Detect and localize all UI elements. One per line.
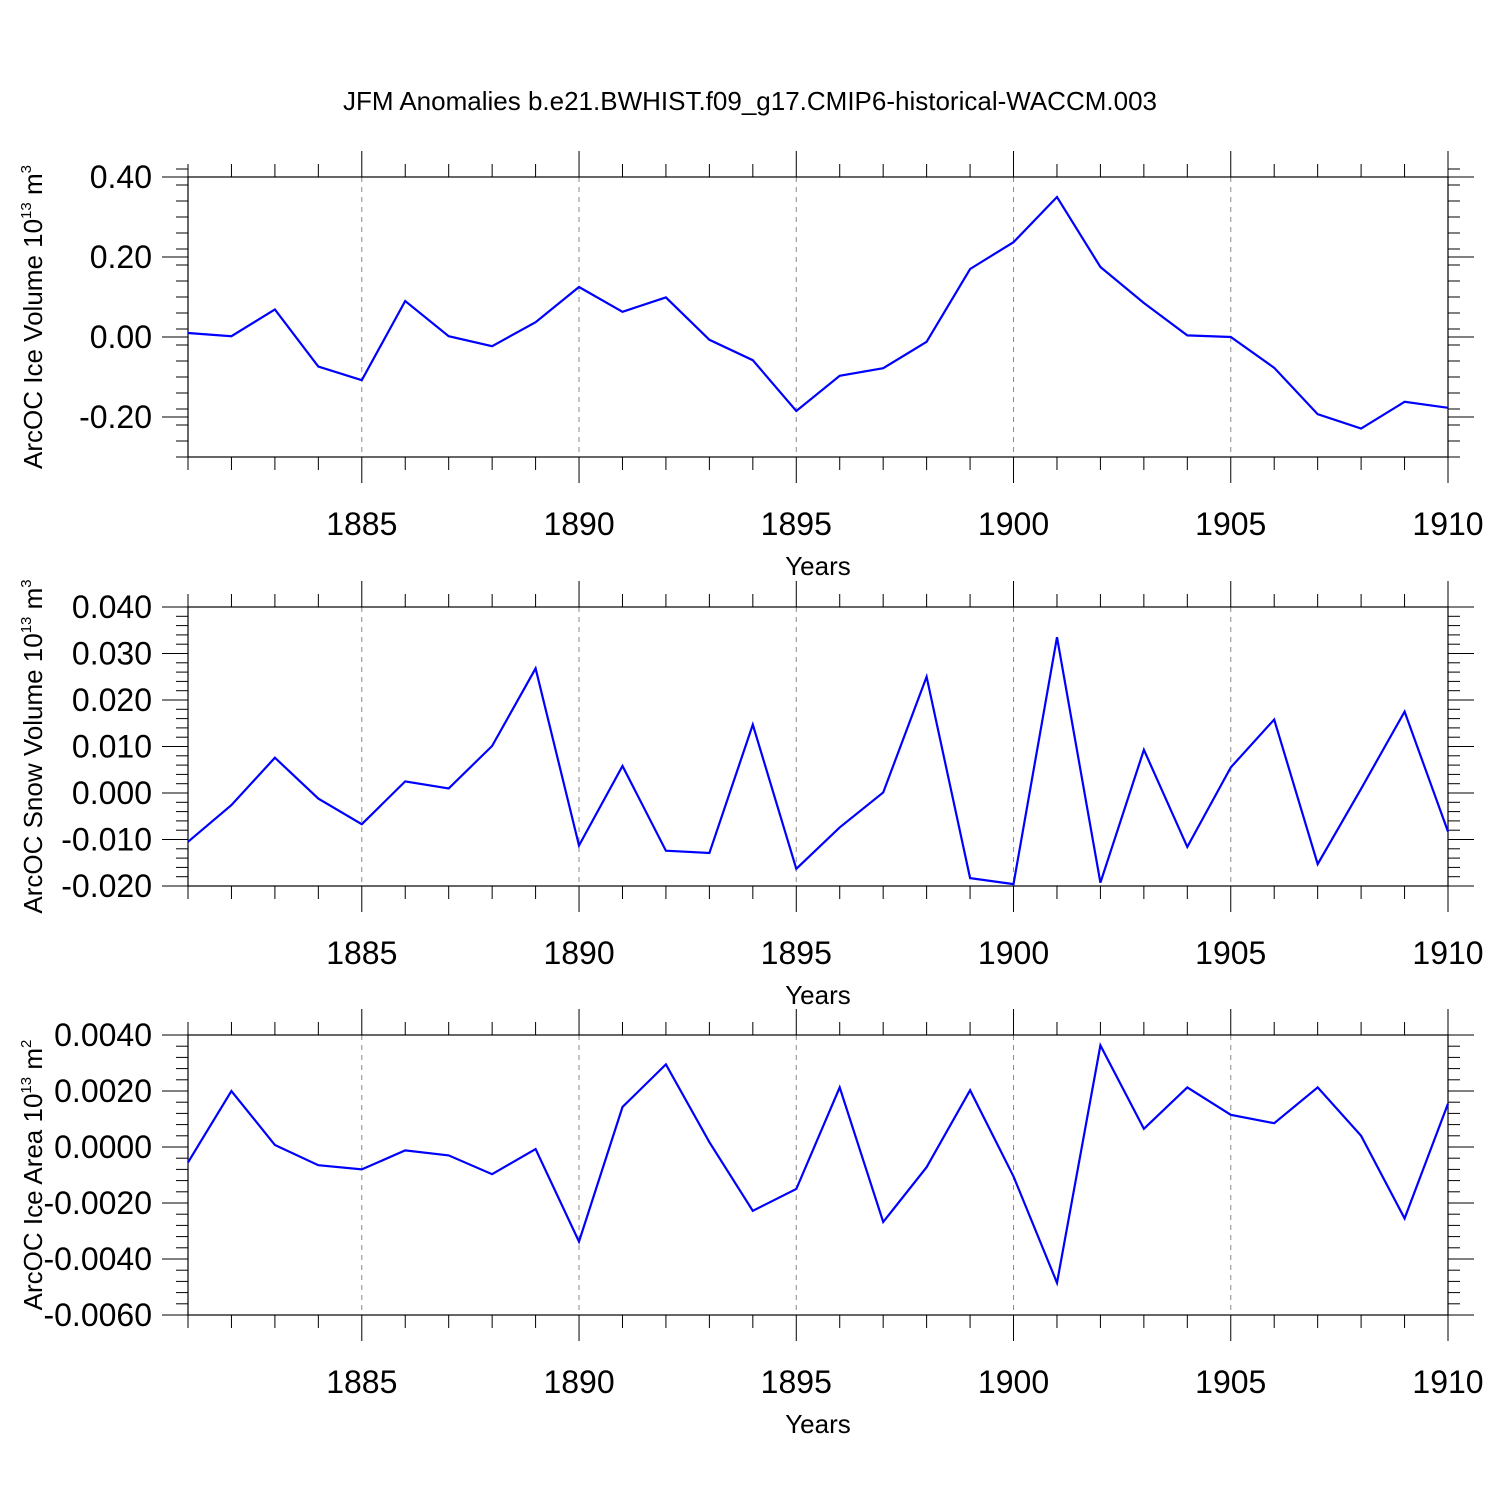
x-tick-label: 1885	[326, 1364, 397, 1400]
y-tick-label: -0.0060	[43, 1297, 152, 1333]
y-tick-label: -0.0020	[43, 1185, 152, 1221]
y-tick-label: 0.0040	[54, 1017, 152, 1053]
x-tick-label: 1895	[761, 1364, 832, 1400]
x-tick-label: 1905	[1195, 935, 1266, 971]
y-tick-label: 0.000	[72, 775, 152, 811]
series-line	[187, 1042, 1450, 1287]
y-tick-label: 0.40	[90, 159, 152, 195]
y-tick-label: 0.00	[90, 319, 152, 355]
y-tick-label: -0.020	[61, 868, 152, 904]
panel-3: -0.0060 -0.0040 -0.0020 0.0000 0.0020 0.0040 1…	[18, 1009, 1484, 1439]
y-tick-label: 0.0020	[54, 1073, 152, 1109]
chart-title: JFM Anomalies b.e21.BWHIST.f09_g17.CMIP6…	[343, 86, 1157, 116]
y-tick-label: -0.0040	[43, 1241, 152, 1277]
x-tick-label: 1905	[1195, 1364, 1266, 1400]
x-tick-label: 1900	[978, 506, 1049, 542]
series-line	[187, 195, 1449, 430]
x-tick-label: 1890	[543, 935, 614, 971]
panel-1: -0.20 0.00 0.20 0.40 1885 1890 1895 1900 1905 191…	[18, 151, 1484, 581]
x-axis-label: Years	[785, 551, 851, 581]
plot-frame	[187, 606, 1449, 887]
x-tick-label: 1905	[1195, 506, 1266, 542]
x-tick-label: 1900	[978, 1364, 1049, 1400]
y-tick-label: 0.20	[90, 239, 152, 275]
y-tick-label: -0.010	[61, 822, 152, 858]
series-line	[187, 637, 1450, 886]
x-tick-label: 1900	[978, 935, 1049, 971]
plot-frame	[187, 1034, 1449, 1316]
x-tick-label: 1910	[1412, 506, 1483, 542]
plot-frame	[187, 176, 1449, 458]
y-tick-label: 0.030	[72, 636, 152, 672]
x-tick-label: 1910	[1412, 1364, 1483, 1400]
y-axis-label: ArcOC Ice Area 1013 m2	[18, 1040, 48, 1311]
y-tick-label: 0.020	[72, 682, 152, 718]
y-tick-label: 0.010	[72, 729, 152, 765]
y-tick-label: -0.20	[79, 399, 152, 435]
x-tick-label: 1910	[1412, 935, 1483, 971]
x-axis-label: Years	[785, 1409, 851, 1439]
x-tick-label: 1890	[543, 506, 614, 542]
y-tick-label: 0.040	[72, 589, 152, 625]
x-tick-label: 1885	[326, 935, 397, 971]
x-tick-label: 1885	[326, 506, 397, 542]
x-tick-label: 1890	[543, 1364, 614, 1400]
panel-2: -0.020 -0.010 0.000 0.010 0.020 0.030 0.040 188…	[18, 579, 1484, 1010]
y-tick-label: 0.0000	[54, 1129, 152, 1165]
x-tick-label: 1895	[761, 506, 832, 542]
x-axis-label: Years	[785, 980, 851, 1010]
y-axis-label: ArcOC Ice Volume 1013 m3	[18, 165, 48, 469]
y-axis-label: ArcOC Snow Volume 1013 m3	[18, 579, 48, 913]
x-tick-label: 1895	[761, 935, 832, 971]
